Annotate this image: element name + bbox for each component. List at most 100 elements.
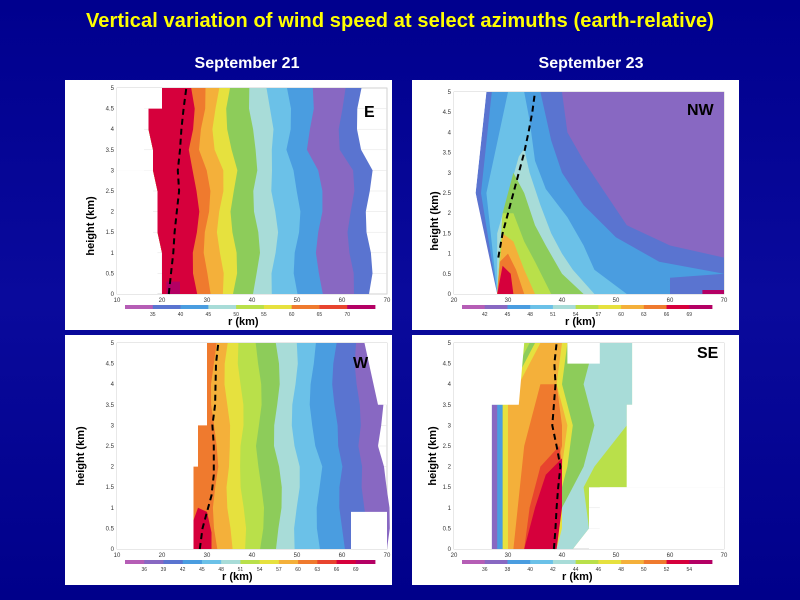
legend-label: 35 — [150, 312, 156, 318]
legend-label: 51 — [550, 312, 556, 318]
azimuth-label-e: E — [364, 104, 375, 121]
color-legend: 42 45 48 51 54 57 60 63 66 69 — [462, 305, 713, 318]
legend-swatch — [621, 560, 645, 564]
legend-label: 52 — [664, 567, 670, 573]
legend-label: 39 — [161, 567, 167, 573]
y-tick-label: 0.5 — [106, 526, 115, 532]
contour-plot-se: 20 30 40 50 60 70 0 0.5 1 1.5 2 2.5 3 3.5 4 4.5 5 36 38 40 4… — [443, 341, 728, 573]
legend-swatch — [125, 305, 154, 309]
legend-label: 51 — [238, 567, 244, 573]
legend-swatch — [666, 305, 690, 309]
domain-mask — [117, 170, 149, 294]
domain-mask — [454, 343, 525, 549]
contour-plot-e: 10 20 30 40 50 60 70 0 0.5 1 1.5 2 2.5 3 3.5 4 4.5 5 35 40 4… — [106, 86, 391, 318]
axes: 10 20 30 40 50 60 70 0 0.5 1 1.5 2 2.5 3 3.5 4 4.5 5 — [106, 341, 391, 559]
contour-fills — [454, 343, 724, 549]
legend-swatch — [575, 560, 599, 564]
y-tick-label: 0 — [111, 547, 115, 553]
legend-swatch — [689, 305, 713, 309]
legend-label: 54 — [686, 567, 692, 573]
legend-label: 50 — [233, 312, 239, 318]
legend-swatch — [462, 305, 486, 309]
legend-label: 48 — [218, 567, 224, 573]
contour-band — [702, 290, 724, 294]
legend-swatch — [336, 560, 357, 564]
date-label-left: September 21 — [194, 55, 300, 72]
legend-label: 48 — [527, 312, 533, 318]
rmw-dashed-line — [198, 342, 220, 550]
x-tick-label: 30 — [204, 298, 211, 304]
legend-swatch — [125, 560, 145, 564]
legend-swatch — [462, 560, 486, 564]
y-tick-label: 0 — [448, 292, 452, 298]
y-tick-label: 2 — [111, 210, 115, 216]
domain-mask — [454, 92, 498, 294]
y-axis-title-se: height (km) — [427, 426, 439, 486]
y-tick-label: 4.5 — [443, 362, 452, 368]
legend-swatch — [263, 305, 293, 309]
x-tick-label: 20 — [451, 553, 458, 559]
legend-label: 54 — [573, 312, 579, 318]
legend-swatch — [347, 305, 376, 309]
x-tick-label: 60 — [667, 553, 674, 559]
legend-label: 36 — [482, 567, 488, 573]
legend-swatch — [507, 560, 531, 564]
x-tick-label: 20 — [159, 553, 166, 559]
y-tick-label: 3 — [111, 168, 115, 174]
x-tick-label: 60 — [667, 298, 674, 304]
legend-swatch — [317, 560, 337, 564]
x-axis-title-nw: r (km) — [565, 316, 596, 328]
legend-label: 48 — [618, 567, 624, 573]
legend-label: 69 — [686, 312, 692, 318]
y-tick-label: 0 — [448, 547, 452, 553]
legend-swatch — [507, 305, 531, 309]
contour-fills — [117, 88, 373, 294]
legend-label: 40 — [527, 567, 533, 573]
color-legend: 36 38 40 42 44 46 48 50 52 54 — [462, 560, 713, 573]
chart-panel-nw: 20 30 40 50 60 70 0 0.5 1 1.5 2 2.5 3 3.5 4 4.5 5 42 45 48 5… — [412, 80, 739, 330]
legend-label: 42 — [550, 567, 556, 573]
y-tick-label: 3 — [111, 423, 115, 429]
legend-swatch — [221, 560, 241, 564]
y-tick-label: 1 — [448, 252, 452, 258]
y-tick-label: 2.5 — [443, 191, 452, 197]
legend-label: 65 — [317, 312, 323, 318]
slide-title: Vertical variation of wind speed at sele… — [85, 10, 715, 32]
legend-label: 55 — [261, 312, 267, 318]
x-tick-label: 40 — [559, 553, 566, 559]
contour-band — [193, 343, 219, 549]
y-tick-label: 5 — [448, 90, 452, 96]
legend-label: 42 — [180, 567, 186, 573]
legend-swatch — [575, 305, 599, 309]
x-tick-label: 20 — [451, 298, 458, 304]
legend-label: 40 — [178, 312, 184, 318]
legend-swatch — [298, 560, 318, 564]
axes: 10 20 30 40 50 60 70 0 0.5 1 1.5 2 2.5 3 3.5 4 4.5 5 — [106, 86, 391, 304]
y-tick-label: 3.5 — [443, 151, 452, 157]
legend-label: 36 — [141, 567, 147, 573]
y-tick-label: 4 — [111, 382, 115, 388]
legend-swatch — [484, 305, 508, 309]
legend-swatch — [643, 560, 667, 564]
y-axis-title-nw: height (km) — [429, 191, 441, 251]
contour-band — [497, 265, 514, 294]
legend-swatch — [643, 305, 667, 309]
legend-label: 42 — [482, 312, 488, 318]
y-tick-label: 3 — [448, 171, 452, 177]
legend-swatch — [621, 305, 645, 309]
legend-swatch — [180, 305, 209, 309]
contour-fills — [117, 343, 390, 549]
contour-plot-w: 10 20 30 40 50 60 70 0 0.5 1 1.5 2 2.5 3 3.5 4 4.5 5 36 39 4… — [106, 341, 391, 573]
y-tick-label: 5 — [448, 341, 452, 347]
legend-label: 63 — [641, 312, 647, 318]
y-tick-label: 1 — [448, 506, 452, 512]
x-tick-label: 50 — [294, 553, 301, 559]
y-tick-label: 3.5 — [106, 403, 115, 409]
domain-mask — [117, 88, 162, 171]
y-tick-label: 1 — [111, 251, 115, 257]
contour-band — [491, 404, 498, 549]
chart-panel-e: 10 20 30 40 50 60 70 0 0.5 1 1.5 2 2.5 3 3.5 4 4.5 5 35 40 4… — [65, 80, 392, 330]
y-tick-label: 4 — [448, 382, 452, 388]
legend-label: 57 — [596, 312, 602, 318]
legend-swatch — [278, 560, 299, 564]
